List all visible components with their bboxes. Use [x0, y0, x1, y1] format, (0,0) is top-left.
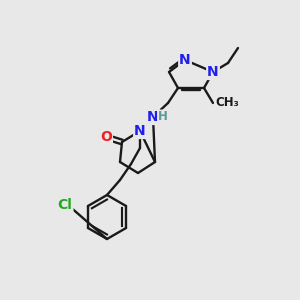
Text: N: N — [179, 53, 191, 67]
Text: H: H — [158, 110, 168, 124]
Text: N: N — [147, 110, 159, 124]
Text: O: O — [100, 130, 112, 144]
Text: CH₃: CH₃ — [215, 97, 239, 110]
Text: N: N — [134, 124, 146, 138]
Text: Cl: Cl — [58, 198, 72, 212]
Text: N: N — [207, 65, 219, 79]
